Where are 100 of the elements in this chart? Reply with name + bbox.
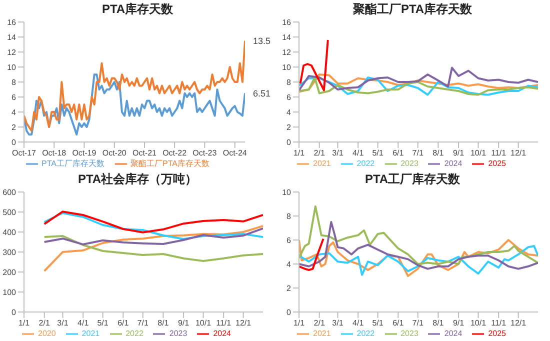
line-series [299,205,538,265]
line-series [299,39,329,92]
y-tick-label: 10 [7,62,17,72]
x-tick-label: 10/1 [470,318,487,328]
chart-title: PTA社会库存（万吨） [76,171,198,188]
x-tick-label: 2/1 [38,318,50,328]
line-series [299,238,324,271]
y-tick-label: 4 [12,108,17,117]
line-series [299,239,538,277]
x-tick-label: Oct-18 [42,148,67,158]
x-tick-label: Oct-20 [102,148,127,158]
legend-label: 2023 [400,159,418,168]
annotation: 13.5 [253,36,271,46]
line-series [43,210,263,234]
y-tick-label: 10 [282,188,292,197]
y-tick-label: 0 [286,138,292,147]
y-tick-label: 14 [282,32,292,42]
legend-label: 2024 [444,159,462,168]
x-tick-label: 3/1 [57,318,69,328]
x-tick-label: Oct-17 [12,148,37,158]
line-series [24,40,245,132]
x-tick-label: Oct-23 [192,148,218,158]
legend-label: 2021 [82,329,100,338]
legend-label: 2022 [126,329,144,338]
y-tick-label: 16 [7,18,17,27]
x-tick-label: Oct-22 [162,148,188,158]
x-tick-label: 7/1 [412,318,424,328]
x-tick-label: 9/1 [452,148,465,158]
y-tick-label: 400 [2,228,17,237]
x-tick-label: 12/1 [510,148,527,158]
legend-label: 2021 [313,329,331,338]
chart-title: PTA工厂库存天数 [364,171,462,188]
line-series [299,76,538,96]
legend-label: 聚酯工厂PTA库存天数 [130,159,210,168]
legend-label: PTA工厂库存天数 [42,159,104,168]
x-tick-label: 7/1 [137,318,149,328]
x-tick-label: 4/1 [78,318,90,328]
y-tick-label: 6 [286,236,292,245]
legend-label: 2025 [488,159,506,168]
x-tick-label: 3/1 [332,318,344,328]
y-tick-label: 0 [12,308,17,317]
x-tick-label: 5/1 [97,318,109,328]
x-tick-label: 10/1 [470,148,487,158]
x-tick-label: 6/1 [392,148,404,158]
legend-label: 2020 [38,329,56,338]
y-tick-label: 4 [286,108,292,117]
y-tick-label: 16 [282,18,292,27]
y-tick-label: 12 [7,48,17,57]
x-tick-label: 5/1 [372,318,384,328]
x-tick-label: 9/1 [452,318,465,328]
line-series [43,227,263,246]
y-tick-label: 300 [2,248,17,257]
y-tick-label: 0 [286,308,292,317]
x-tick-label: Oct-24 [222,148,248,158]
y-tick-label: 8 [286,212,292,221]
annotation: 6.51 [253,88,271,98]
legend-label: 2025 [488,329,506,338]
x-tick-label: 11/1 [216,318,232,328]
line-series [43,225,263,272]
line-series [299,74,538,93]
y-tick-label: 2 [286,284,292,293]
y-tick-label: 14 [7,32,17,42]
line-series [43,235,263,262]
y-tick-label: 12 [282,48,292,57]
x-tick-label: 12/1 [510,318,527,328]
x-tick-label: Oct-21 [132,148,158,158]
y-tick-label: 0 [12,138,17,147]
y-tick-label: 6 [286,92,292,102]
line-series [299,221,538,270]
x-tick-label: 2/1 [314,318,326,328]
line-series [299,66,538,92]
y-tick-label: 4 [286,260,292,269]
x-tick-label: 8/1 [158,318,170,328]
y-tick-label: 8 [12,78,17,87]
x-tick-label: 6/1 [118,318,130,328]
y-tick-label: 2 [286,122,292,132]
legend-label: 2024 [444,329,462,338]
x-tick-label: 6/1 [392,318,404,328]
y-tick-label: 500 [2,208,17,217]
chart-title: 聚酯工厂PTA库存天数 [352,1,474,18]
x-tick-label: 10/1 [195,318,212,328]
x-tick-label: 11/1 [491,148,507,158]
legend-label: 2021 [313,159,331,168]
y-tick-label: 6 [12,92,17,102]
line-series [43,212,263,240]
line-series [24,74,245,136]
x-tick-label: 8/1 [432,318,444,328]
y-tick-label: 100 [2,288,17,297]
legend-label: 2024 [213,329,231,338]
y-tick-label: 200 [2,268,17,277]
x-tick-label: 5/1 [372,148,384,158]
y-tick-label: 2 [12,122,17,132]
x-tick-label: 1/1 [18,318,30,328]
x-tick-label: Oct-19 [72,148,97,158]
x-tick-label: 11/1 [491,318,507,328]
x-tick-label: 9/1 [178,318,190,328]
x-tick-label: 3/1 [332,148,344,158]
legend-label: 2023 [169,329,188,338]
y-tick-label: 600 [2,188,17,197]
x-tick-label: 1/1 [293,318,306,328]
